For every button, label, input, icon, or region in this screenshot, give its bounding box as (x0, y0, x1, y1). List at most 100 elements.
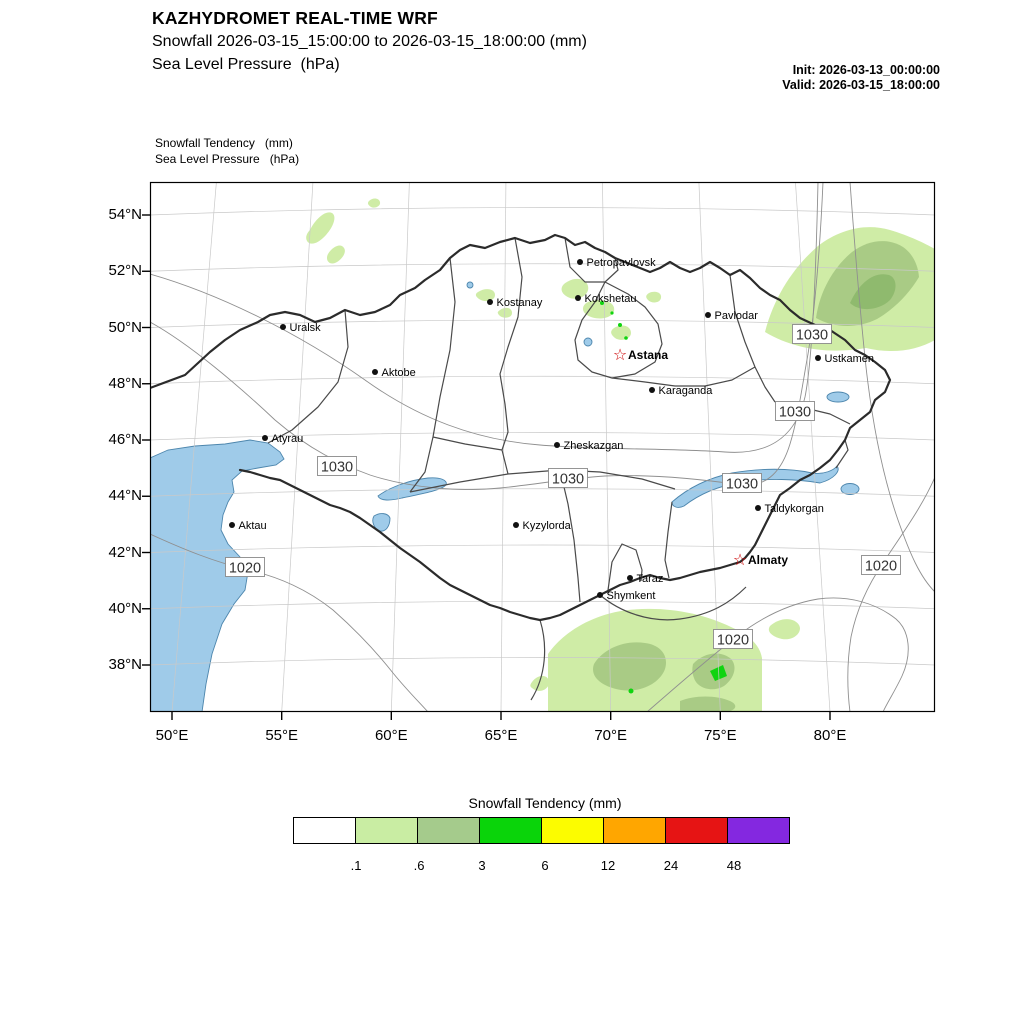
lake-alakol (840, 483, 860, 495)
city-label: Aktau (239, 520, 267, 532)
lat-axis-label: 40°N (108, 599, 142, 617)
city-dot (372, 369, 378, 375)
small-lake (466, 281, 474, 289)
city-label: Karaganda (659, 385, 714, 397)
lat-axis-label: 42°N (108, 543, 142, 561)
meridian-line (698, 182, 721, 712)
city-label: Ustkamen (825, 353, 875, 365)
city-dot (262, 435, 268, 441)
lake-zaysan (826, 391, 850, 403)
parallel-line (150, 488, 935, 497)
kazakhstan-border (150, 233, 892, 622)
city-label: Atyrau (272, 433, 304, 445)
pressure-label-text: 1030 (726, 477, 758, 493)
city-dot (815, 355, 821, 361)
lon-axis-label: 70°E (594, 727, 628, 744)
capital-star-icon: ☆ (733, 552, 747, 569)
parallel-line (150, 600, 935, 610)
pressure-label-text: 1030 (779, 405, 811, 421)
pressure-label-group: 1030 1030 1030 1030 1030 1020 1020 1020 (225, 324, 901, 649)
city-label: Petropavlovsk (587, 257, 657, 269)
page-title: KAZHYDROMET REAL-TIME WRF (152, 8, 438, 28)
city-label: Kokshetau (585, 293, 637, 305)
city-dot (597, 592, 603, 598)
lon-axis-label: 80°E (813, 727, 847, 744)
parallel-line (150, 657, 935, 666)
parallel-line (150, 263, 935, 272)
city-label: Taldykorgan (765, 503, 824, 515)
parallel-line (150, 207, 935, 216)
plot-legend-slp: Sea Level Pressure (hPa) (155, 152, 300, 166)
city-label: Uralsk (290, 322, 322, 334)
colorbar-segment (727, 817, 790, 844)
pressure-label-text: 1020 (717, 633, 749, 649)
caspian-sea (150, 439, 285, 712)
parallel-line (150, 319, 935, 328)
snowfall-shading (306, 198, 935, 711)
pressure-label-box (861, 555, 901, 575)
pressure-label-box (548, 468, 588, 488)
city-dot (513, 522, 519, 528)
colorbar-tick-label: .6 (413, 858, 425, 873)
pressure-label-box (792, 324, 832, 344)
colorbar-segment (665, 817, 728, 844)
city-dot (705, 312, 711, 318)
city-dot (280, 324, 286, 330)
city-dot (229, 522, 235, 528)
pressure-label-box (225, 557, 265, 577)
parallel-line (150, 544, 935, 553)
lon-axis-label: 50°E (155, 727, 189, 744)
lon-axis-label: 55°E (265, 727, 299, 744)
colorbar (293, 817, 790, 844)
pressure-label-text: 1030 (796, 328, 828, 344)
meridian-line (602, 182, 612, 712)
lat-axis-label: 38°N (108, 656, 142, 673)
pressure-label-text: 1030 (321, 460, 353, 476)
city-dot (577, 259, 583, 265)
header-snowfall-range: Snowfall 2026-03-15_15:00:00 to 2026-03-… (152, 33, 587, 50)
meridian-line (795, 182, 831, 712)
valid-time: Valid: 2026-03-15_18:00:00 (782, 78, 940, 92)
colorbar-tick-label: 48 (726, 858, 742, 873)
init-time: Init: 2026-03-13_00:00:00 (792, 63, 940, 77)
city-label: Kyzylorda (523, 520, 572, 532)
lon-axis-label: 75°E (703, 727, 737, 744)
colorbar-segment (417, 817, 480, 844)
city-label: Aktobe (382, 367, 416, 379)
city-dot (755, 505, 761, 511)
colorbar-tick-label: 3 (478, 858, 486, 873)
lon-axis-label: 60°E (374, 727, 408, 744)
pressure-label-box (713, 629, 753, 649)
graticule (150, 182, 935, 712)
lat-axis-label: 44°N (108, 487, 142, 505)
map-panel: 1030 1030 1030 1030 1030 1020 1020 1020 Petropa… (142, 181, 936, 720)
city-dot (575, 295, 581, 301)
colorbar-segment (479, 817, 542, 844)
colorbar-segment (293, 817, 356, 844)
colorbar-labels: .1 .6 3 6 12 24 48 (293, 858, 797, 878)
city-marker-group: Petropavlovsk Kostanay Kokshetau Pavlodar Ur… (229, 257, 874, 602)
lat-axis-label: 46°N (108, 431, 142, 448)
city-label: Pavlodar (715, 310, 759, 322)
lon-axis-label: 65°E (484, 727, 518, 744)
pressure-contours (150, 182, 935, 712)
city-dot (487, 299, 493, 305)
colorbar-segment (541, 817, 604, 844)
capital-star-icon: ☆ (613, 347, 627, 364)
lat-axis-label: 54°N (108, 206, 142, 223)
colorbar-segment (603, 817, 666, 844)
meridian-line (171, 182, 217, 712)
map-frame (149, 181, 936, 713)
pressure-label-text: 1020 (865, 559, 897, 575)
city-label: Almaty (748, 553, 788, 567)
snowfall-mid-patches (593, 241, 919, 711)
colorbar-tick-label: 24 (663, 858, 679, 873)
city-dot (649, 387, 655, 393)
header-slp-line: Sea Level Pressure (hPa) (152, 56, 340, 73)
city-dot (627, 575, 633, 581)
city-label: Kostanay (497, 297, 543, 309)
lat-axis-label: 52°N (108, 262, 142, 280)
colorbar-segment (355, 817, 418, 844)
pressure-label-box (722, 473, 762, 493)
pressure-label-box (317, 456, 357, 476)
